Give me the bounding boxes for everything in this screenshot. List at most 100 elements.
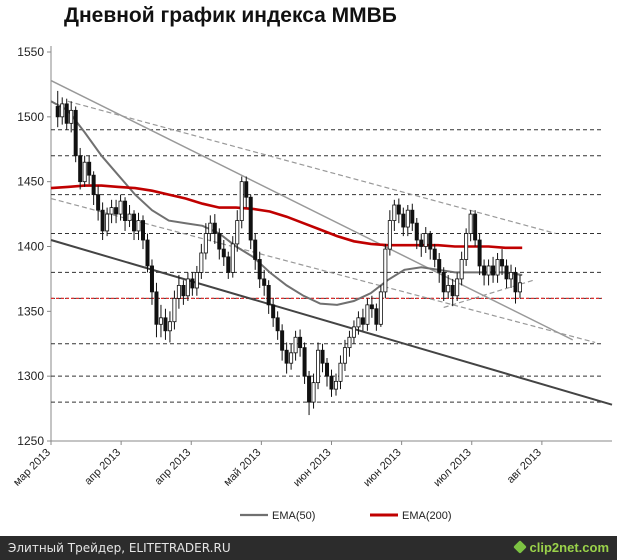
candle-body	[351, 326, 356, 338]
candle-body	[257, 259, 262, 280]
y-tick-label: 1400	[17, 240, 44, 254]
candle-body	[374, 308, 379, 325]
candle-body	[293, 336, 298, 354]
y-tick-label: 1450	[17, 175, 44, 189]
candle-body	[239, 181, 244, 221]
candle-body	[504, 265, 509, 280]
x-tick-label: авг 2013	[505, 447, 544, 486]
candle-body	[410, 209, 415, 224]
legend-ema50-label: EMA(50)	[272, 510, 315, 522]
candle-body	[154, 291, 159, 325]
footer-bar: Элитный Трейдер, ELITETRADER.RU clip2net…	[0, 536, 617, 560]
candle-body	[284, 349, 289, 364]
legend-ema200-label: EMA(200)	[402, 510, 452, 522]
candle-body	[217, 233, 222, 250]
candle-body	[199, 252, 204, 273]
chart-title: Дневной график индекса ММВБ	[64, 4, 397, 27]
candle-body	[307, 375, 312, 403]
candle-body	[432, 248, 437, 260]
candle-body	[342, 347, 347, 364]
candle-body	[145, 239, 150, 267]
candle-body	[513, 272, 518, 293]
candle-body	[91, 174, 96, 196]
candle-body	[172, 297, 177, 323]
candle-body	[203, 233, 208, 254]
candle-body	[118, 200, 123, 215]
candle-body	[401, 213, 406, 228]
candle-body	[87, 161, 92, 176]
candle-body	[369, 304, 374, 310]
x-tick-label: июн 2013	[291, 447, 333, 489]
candle-body	[190, 278, 195, 289]
candle-body	[356, 317, 361, 328]
footer-logo[interactable]: clip2net.com	[512, 536, 609, 560]
ema200-line	[50, 184, 523, 250]
candle-body	[194, 272, 199, 289]
y-tick-label: 1500	[17, 110, 44, 124]
candle-body	[185, 278, 190, 297]
chart-frame: Дневной график индекса ММВБ 1250 1300 1350…	[11, 4, 613, 522]
candle-body	[82, 161, 87, 183]
candle-body	[280, 330, 285, 351]
candle-body	[333, 380, 338, 390]
candle-body	[96, 194, 101, 211]
candle-body	[266, 284, 271, 306]
candle-body	[446, 284, 451, 293]
candle-body	[78, 155, 83, 183]
candle-body	[360, 317, 365, 325]
candle-body	[338, 362, 343, 382]
y-tick-label: 1550	[17, 45, 44, 59]
trendline	[50, 197, 596, 344]
candle-body	[383, 248, 388, 293]
candle-body	[262, 278, 267, 286]
candle-body	[73, 109, 78, 157]
candle-body	[226, 256, 231, 273]
candle-body	[455, 278, 460, 297]
candle-body	[486, 265, 491, 276]
candle-body	[491, 265, 496, 276]
candle-body	[378, 291, 383, 325]
candle-body	[428, 233, 433, 250]
y-tick-label: 1300	[17, 369, 44, 383]
candle-body	[64, 103, 69, 124]
trendline	[67, 100, 557, 235]
footer-site-text: Элитный Трейдер, ELITETRADER.RU	[8, 541, 231, 555]
candle-body	[109, 207, 114, 215]
candle-body	[212, 222, 217, 234]
candle-body	[500, 259, 505, 267]
candle-body	[235, 220, 240, 245]
x-tick-label: июл 2013	[431, 447, 474, 490]
footer-logo-text: clip2net.com	[529, 540, 609, 555]
y-tick-label: 1350	[17, 304, 44, 318]
candle-body	[181, 284, 186, 297]
chart-svg: 1250 1300 1350 1400 1450 1500 1550 мар 2013 апр …	[11, 45, 613, 522]
candle-body	[60, 103, 65, 118]
candle-body	[248, 196, 253, 241]
candle-body	[141, 220, 146, 241]
candle-body	[414, 222, 419, 241]
x-tick-label: апр 2013	[153, 447, 194, 488]
y-tick-label: 1250	[17, 434, 44, 448]
candle-body	[365, 304, 370, 325]
candle-body	[464, 233, 469, 260]
candle-body	[271, 304, 276, 319]
candle-body	[253, 239, 258, 260]
candle-body	[167, 321, 172, 332]
clip2net-logo-icon	[512, 540, 527, 554]
trendline	[50, 79, 574, 341]
candle-body	[69, 109, 74, 124]
candle-body	[509, 272, 514, 280]
x-tick-label: мар 2013	[11, 447, 53, 489]
candle-body	[468, 213, 473, 234]
candle-body	[221, 248, 226, 258]
candle-body	[275, 317, 280, 332]
candle-body	[311, 382, 316, 403]
candle-body	[477, 239, 482, 267]
candle-body	[387, 220, 392, 250]
candle-body	[158, 317, 163, 325]
candle-body	[459, 259, 464, 280]
candle-body	[329, 375, 334, 390]
candle-body	[441, 272, 446, 293]
candle-body	[208, 222, 213, 234]
candle-body	[302, 347, 307, 377]
